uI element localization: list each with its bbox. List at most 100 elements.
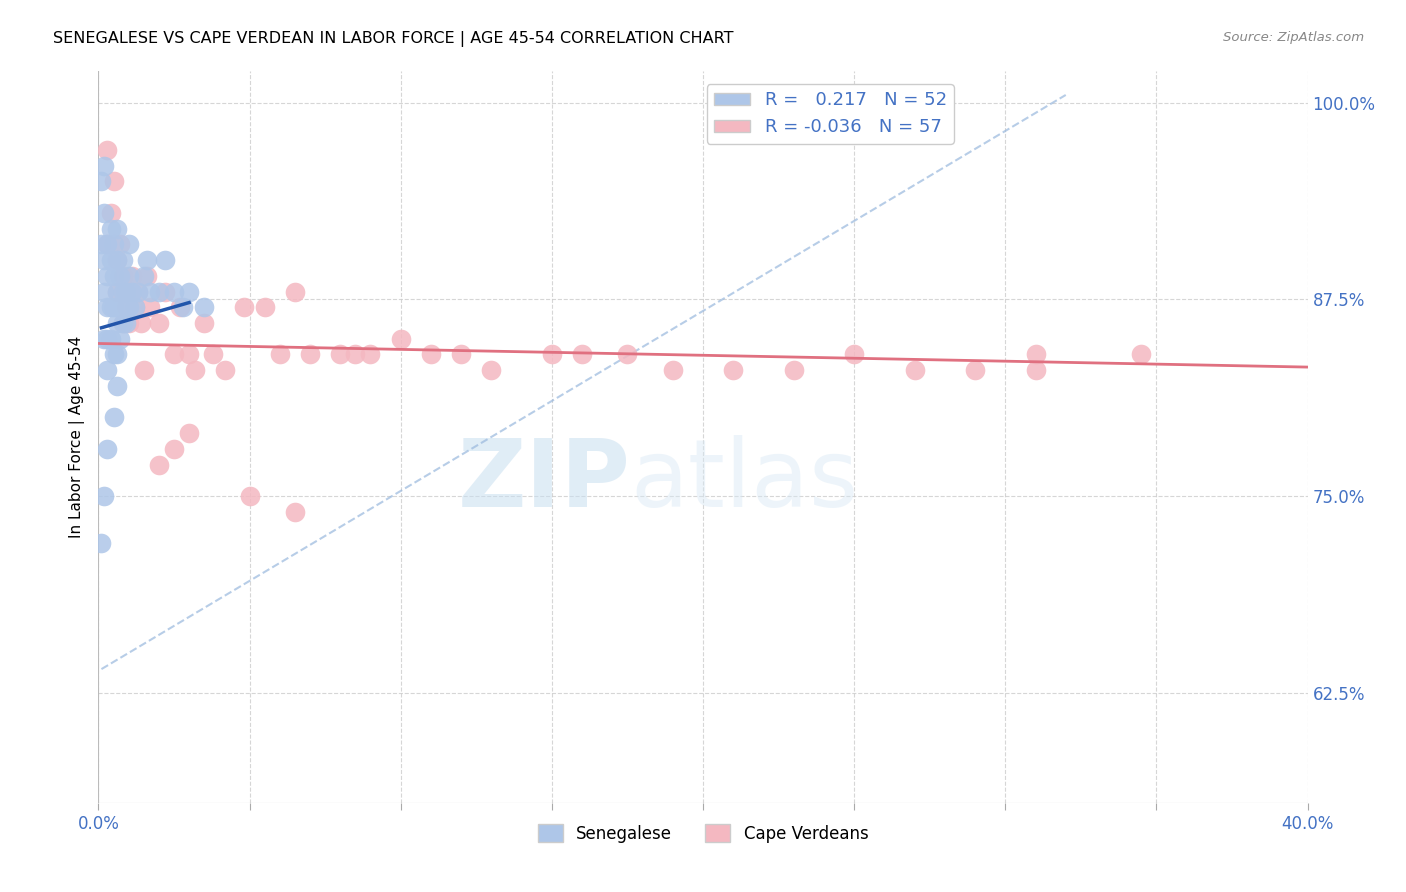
Point [389,332,412,346]
Point [114,285,136,299]
Point [103,347,125,361]
Point [1024,363,1046,377]
Point [93,489,115,503]
Point [105,316,128,330]
Point [269,347,291,361]
Point [90,536,112,550]
Point [139,285,162,299]
Point [103,237,125,252]
Text: ZIP: ZIP [457,435,630,527]
Point [108,301,131,315]
Point [661,363,683,377]
Point [118,285,141,299]
Point [93,206,115,220]
Point [105,285,128,299]
Point [121,285,143,299]
Point [114,301,136,315]
Point [108,237,131,252]
Point [284,285,307,299]
Point [135,268,157,283]
Text: Source: ZipAtlas.com: Source: ZipAtlas.com [1223,31,1364,45]
Point [163,285,186,299]
Point [127,285,149,299]
Point [93,159,115,173]
Point [179,285,201,299]
Point [124,301,146,315]
Point [284,505,307,519]
Point [96,237,118,252]
Point [148,458,170,472]
Point [100,332,122,346]
Point [96,363,118,377]
Point [1024,347,1046,361]
Point [105,379,128,393]
Point [193,316,215,330]
Point [179,426,201,441]
Point [163,347,186,361]
Point [965,363,987,377]
Point [108,332,131,346]
Point [214,363,236,377]
Legend: Senegalese, Cape Verdeans: Senegalese, Cape Verdeans [531,818,875,849]
Point [904,363,927,377]
Point [105,221,128,235]
Point [105,347,128,361]
Point [108,268,131,283]
Point [105,253,128,268]
Point [100,206,122,220]
Point [96,143,118,157]
Y-axis label: In Labor Force | Age 45-54: In Labor Force | Age 45-54 [69,336,86,538]
Point [420,347,443,361]
Point [184,363,207,377]
Point [111,285,134,299]
Point [239,489,262,503]
Point [90,237,112,252]
Point [96,332,118,346]
Point [96,268,118,283]
Point [96,301,118,315]
Point [111,268,134,283]
Point [118,237,141,252]
Point [118,301,141,315]
Point [124,301,146,315]
Point [135,253,157,268]
Point [232,301,254,315]
Point [299,347,322,361]
Text: atlas: atlas [630,435,859,527]
Point [169,301,191,315]
Point [481,363,503,377]
Point [163,442,186,456]
Point [253,301,276,315]
Point [103,268,125,283]
Point [723,363,745,377]
Point [103,301,125,315]
Point [100,253,122,268]
Point [96,442,118,456]
Point [783,363,806,377]
Point [93,285,115,299]
Point [179,347,201,361]
Point [450,347,472,361]
Point [111,253,134,268]
Point [93,332,115,346]
Point [329,347,352,361]
Point [571,347,593,361]
Point [100,301,122,315]
Point [1130,347,1153,361]
Text: SENEGALESE VS CAPE VERDEAN IN LABOR FORCE | AGE 45-54 CORRELATION CHART: SENEGALESE VS CAPE VERDEAN IN LABOR FORC… [53,31,734,47]
Point [540,347,562,361]
Point [111,316,134,330]
Point [103,410,125,425]
Point [105,285,128,299]
Point [129,316,152,330]
Point [100,221,122,235]
Point [193,301,215,315]
Point [360,347,382,361]
Point [127,285,149,299]
Point [153,253,176,268]
Point [96,237,118,252]
Point [132,268,155,283]
Point [148,316,170,330]
Point [172,301,194,315]
Point [105,253,128,268]
